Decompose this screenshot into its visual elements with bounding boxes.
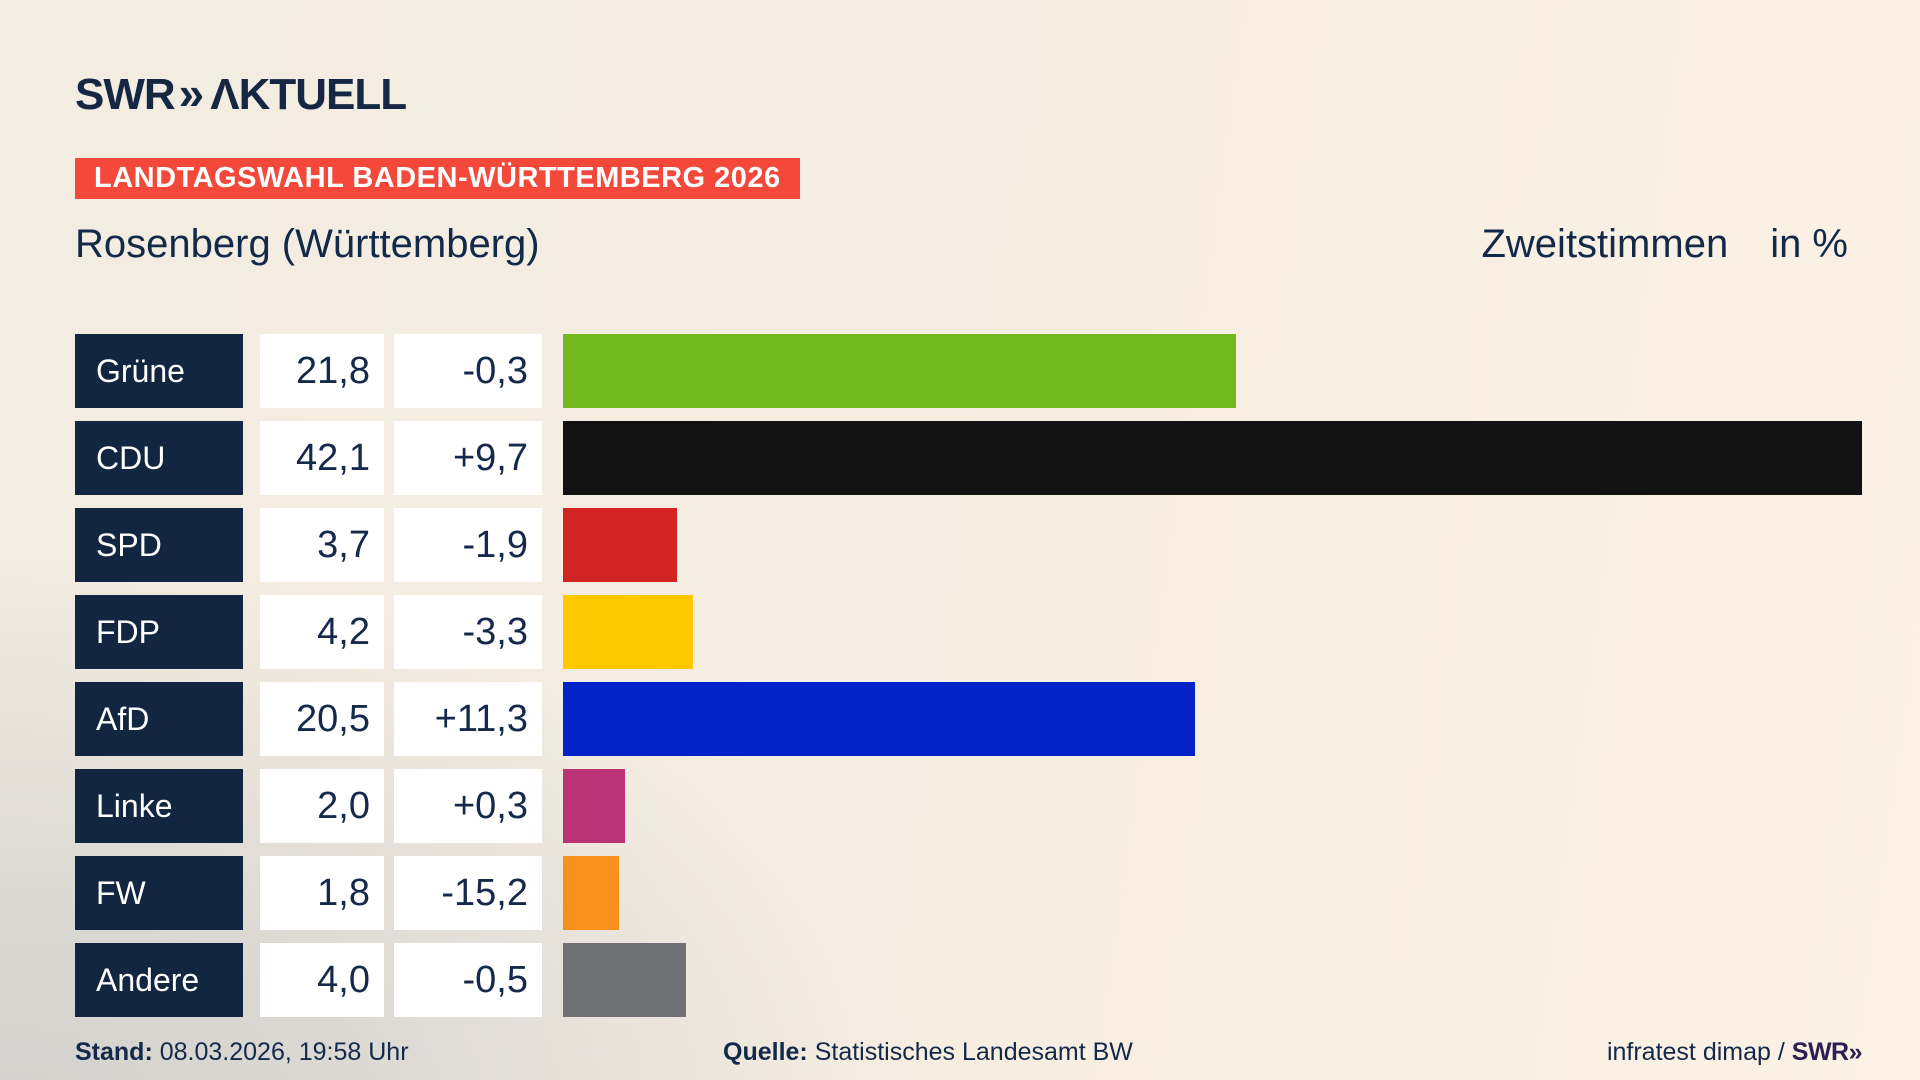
chevrons-icon: » — [178, 67, 205, 119]
logo-aktuell-text: ΛKTUELL — [210, 70, 407, 119]
stand-label: Stand: — [75, 1038, 153, 1066]
result-bar — [563, 943, 687, 1017]
result-row: FW 1,8 -15,2 — [75, 856, 1862, 930]
logo-swr-text: SWR — [75, 70, 176, 119]
swr-logo-small: SWR» — [1791, 1038, 1863, 1066]
result-row: SPD 3,7 -1,9 — [75, 508, 1862, 582]
party-label: SPD — [75, 508, 243, 582]
stand-value: 08.03.2026, 19:58 Uhr — [159, 1038, 409, 1066]
source-value: Statistisches Landesamt BW — [814, 1038, 1133, 1066]
vote-share-value: 1,8 — [260, 856, 384, 930]
result-row: Linke 2,0 +0,3 — [75, 769, 1862, 843]
vote-share-value: 42,1 — [260, 421, 384, 495]
measure-title: Zweitstimmen in % — [1481, 222, 1848, 267]
result-bar — [563, 769, 625, 843]
vote-share-value: 21,8 — [260, 334, 384, 408]
party-label: AfD — [75, 682, 243, 756]
result-row: FDP 4,2 -3,3 — [75, 595, 1862, 669]
result-row: Andere 4,0 -0,5 — [75, 943, 1862, 1017]
footer-stand: Stand: 08.03.2026, 19:58 Uhr — [75, 1038, 409, 1067]
election-banner: LANDTAGSWAHL BADEN-WÜRTTEMBERG 2026 — [75, 158, 800, 199]
result-bar — [563, 856, 619, 930]
party-label: FW — [75, 856, 243, 930]
source-label: Quelle: — [723, 1038, 808, 1066]
change-value: +0,3 — [394, 769, 542, 843]
change-value: -1,9 — [394, 508, 542, 582]
bar-zone — [563, 943, 1862, 1017]
bar-zone — [563, 334, 1862, 408]
bar-zone — [563, 856, 1862, 930]
change-value: +11,3 — [394, 682, 542, 756]
party-label: Linke — [75, 769, 243, 843]
unit-label: in % — [1770, 222, 1848, 266]
title-row: Rosenberg (Württemberg) Zweitstimmen in % — [75, 222, 1848, 267]
party-label: CDU — [75, 421, 243, 495]
vote-share-value: 3,7 — [260, 508, 384, 582]
vote-share-value: 20,5 — [260, 682, 384, 756]
change-value: -0,3 — [394, 334, 542, 408]
result-row: AfD 20,5 +11,3 — [75, 682, 1862, 756]
bar-zone — [563, 682, 1862, 756]
result-bar — [563, 595, 693, 669]
footer-source: Quelle: Statistisches Landesamt BW — [723, 1038, 1133, 1067]
change-value: -15,2 — [394, 856, 542, 930]
vote-share-value: 4,0 — [260, 943, 384, 1017]
party-label: Grüne — [75, 334, 243, 408]
bar-zone — [563, 769, 1862, 843]
result-bar — [563, 421, 1862, 495]
result-bar — [563, 508, 678, 582]
results-chart: Grüne 21,8 -0,3 CDU 42,1 +9,7 SPD 3,7 -1… — [75, 334, 1862, 1030]
result-row: CDU 42,1 +9,7 — [75, 421, 1862, 495]
result-row: Grüne 21,8 -0,3 — [75, 334, 1862, 408]
bar-zone — [563, 595, 1862, 669]
party-label: FDP — [75, 595, 243, 669]
bar-zone — [563, 421, 1862, 495]
change-value: -0,5 — [394, 943, 542, 1017]
municipality-title: Rosenberg (Württemberg) — [75, 222, 540, 266]
change-value: -3,3 — [394, 595, 542, 669]
vote-share-value: 2,0 — [260, 769, 384, 843]
party-label: Andere — [75, 943, 243, 1017]
change-value: +9,7 — [394, 421, 542, 495]
result-bar — [563, 682, 1196, 756]
credit-text: infratest dimap / — [1606, 1038, 1792, 1066]
measure-label: Zweitstimmen — [1481, 222, 1729, 266]
vote-share-value: 4,2 — [260, 595, 384, 669]
result-bar — [563, 334, 1236, 408]
swr-aktuell-logo: SWR» ΛKTUELL — [75, 66, 407, 120]
footer-credit: infratest dimap / SWR» — [1606, 1038, 1863, 1067]
bar-zone — [563, 508, 1862, 582]
